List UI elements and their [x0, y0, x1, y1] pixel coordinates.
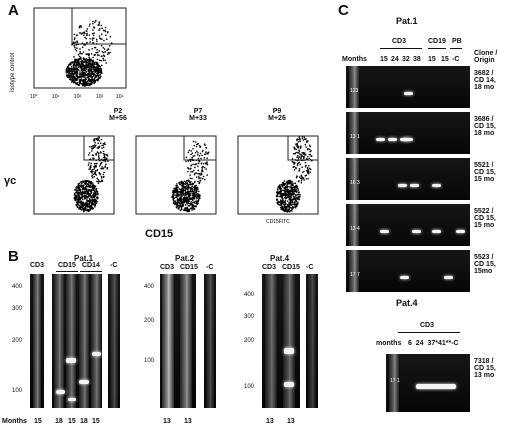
b-pat1-lane-cd15: CD15: [58, 262, 76, 269]
c-clone-gel-2: 13 1: [346, 112, 470, 154]
c-months-label: Months: [342, 56, 367, 63]
c-pat4-months: 6 24 37*41**-C: [408, 340, 459, 347]
b-pat1-month-2: 18: [55, 418, 63, 425]
c-clone-gel-5: 17 7: [346, 250, 470, 292]
c-clone-marker: 13 4: [350, 226, 360, 232]
panel-label-b: B: [8, 248, 19, 265]
cd15fitc-label: CD15FITC: [266, 219, 290, 225]
b-months-label: Months: [2, 418, 27, 425]
isotype-axis-label: Isotype control: [10, 53, 16, 92]
b-pat1-lane-negc: -C: [110, 262, 117, 269]
c-clone-gel-3: 16 3: [346, 158, 470, 200]
c-clone-marker: 17 7: [350, 272, 360, 278]
plot-title-p2: P2 M+56: [98, 108, 138, 122]
b-pat1-gel-cd15-cd14: [52, 274, 102, 408]
c-clone-label-3: 5521 /CD 15, 15 mo: [474, 162, 496, 183]
b-pat2-lane-cd15: CD15: [180, 264, 198, 271]
c-pat1-title: Pat.1: [396, 16, 418, 26]
c-clone-header: Clone / Origin: [474, 50, 514, 64]
isotype-scatter: 10⁰ 10¹ 10² 10³ 10⁴: [26, 6, 136, 102]
c-month-7: -C: [452, 56, 459, 63]
b-pat1-month-4: 18: [80, 418, 88, 425]
b-ladder-400: 400: [12, 284, 22, 290]
b-pat1-month-1: 15: [34, 418, 42, 425]
b-pat2-month-1: 13: [163, 418, 171, 425]
b-pat2-month-2: 13: [184, 418, 192, 425]
b-pat4-lane-cd3: CD3: [262, 264, 276, 271]
panel-label-c: C: [338, 2, 349, 19]
c-clone-label-1: 3682 /CD 14, 18 mo: [474, 70, 496, 91]
svg-text:10⁴: 10⁴: [116, 94, 124, 100]
c-month-4: 38: [413, 56, 421, 63]
b-ladder-300: 300: [12, 306, 22, 312]
patient-scatter-plots: CD15FITC: [26, 130, 326, 226]
c-clone-label-5: 5523 /CD 15, 15mo: [474, 254, 496, 275]
c-clone-label-2: 3686 /CD 15, 18 mo: [474, 116, 496, 137]
plot-title-p7: P7 M+33: [178, 108, 218, 122]
b-pat1-lane-cd14: CD14: [82, 262, 100, 269]
b-pat1-month-5: 15: [92, 418, 100, 425]
b-pat4-lane-cd15: CD15: [282, 264, 300, 271]
c-group-pb: PB: [452, 38, 462, 45]
svg-text:10⁰: 10⁰: [30, 94, 38, 100]
c-group-cd19: CD19: [428, 38, 446, 45]
c-group-cd3: CD3: [392, 38, 406, 45]
c-month-5: 15: [428, 56, 436, 63]
b-pat1-month-3: 15: [68, 418, 76, 425]
c-clone-gel-4: 13 4: [346, 204, 470, 246]
panel-label-a: A: [8, 2, 19, 19]
c-month-1: 15: [380, 56, 388, 63]
b-pat2-gel: [160, 274, 196, 408]
b-pat4-title: Pat.4: [270, 254, 289, 263]
b-ladder-200: 200: [12, 338, 22, 344]
c-clone-marker: 13 1: [350, 134, 360, 140]
gamma-c-axis-label: γc: [4, 175, 16, 187]
c-pat4-months-label: months: [376, 340, 401, 347]
b-pat1-gel-negc: [108, 274, 120, 408]
c-month-3: 32: [402, 56, 410, 63]
c-pat4-group-cd3: CD3: [420, 322, 434, 329]
cd15-axis-label: CD15: [145, 228, 173, 240]
c-clone-gel-1: 123: [346, 66, 470, 108]
c-pat4-clone: 7318 / CD 15, 13 mo: [474, 358, 496, 379]
b-ladder-100: 100: [12, 388, 22, 394]
c-clone-label-4: 5522 /CD 15, 15 mo: [474, 208, 496, 229]
b-pat4-month-1: 13: [266, 418, 274, 425]
svg-text:10²: 10²: [74, 94, 82, 100]
c-clone-marker: 123: [350, 88, 358, 94]
c-month-2: 24: [391, 56, 399, 63]
b-pat2-gel-negc: [204, 274, 216, 408]
b-pat2-title: Pat.2: [175, 254, 194, 263]
svg-text:10³: 10³: [96, 94, 104, 100]
c-pat4-title: Pat.4: [396, 298, 418, 308]
plot-title-p9: P9 M+26: [257, 108, 297, 122]
b-pat4-lane-negc: -C: [306, 264, 313, 271]
b-pat2-lane-negc: -C: [206, 264, 213, 271]
c-pat4-gel: 17 1: [386, 354, 470, 412]
b-pat4-month-2: 13: [287, 418, 295, 425]
b-pat1-gel-cd3: [30, 274, 44, 408]
c-clone-marker: 16 3: [350, 180, 360, 186]
b-pat1-lane-cd3: CD3: [30, 262, 44, 269]
b-pat4-gel-negc: [306, 274, 318, 408]
b-pat4-gel: [262, 274, 300, 408]
svg-text:10¹: 10¹: [52, 94, 60, 100]
c-month-6: 15: [441, 56, 449, 63]
b-pat2-lane-cd3: CD3: [160, 264, 174, 271]
